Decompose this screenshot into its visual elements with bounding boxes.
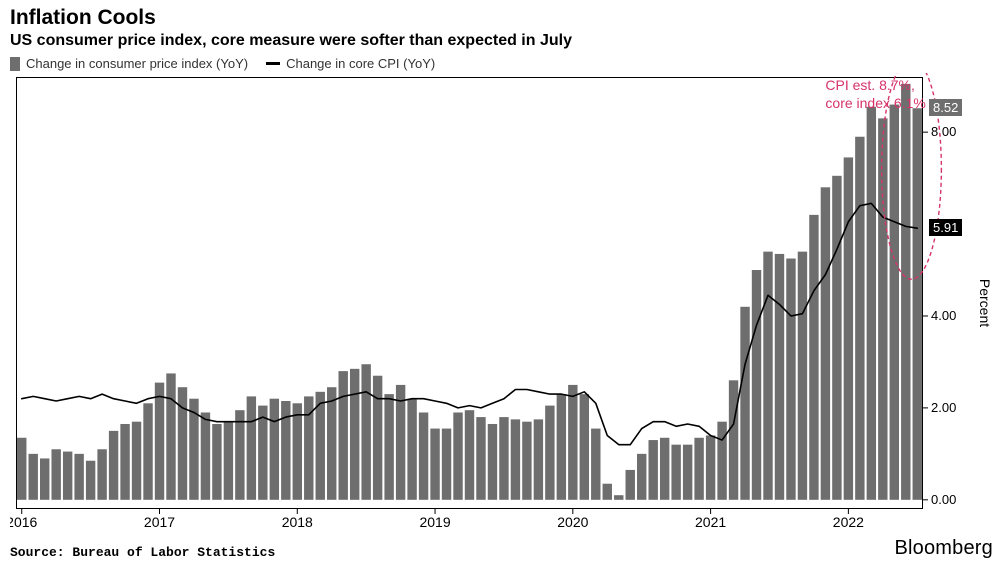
- svg-text:2019: 2019: [419, 514, 450, 530]
- legend-item-cpi: Change in consumer price index (YoY): [10, 56, 248, 71]
- brand-text: Bloomberg: [894, 537, 993, 560]
- svg-text:2022: 2022: [833, 514, 864, 530]
- legend-label: Change in core CPI (YoY): [286, 56, 435, 71]
- callout-core-value: 5.91: [929, 219, 962, 236]
- legend-swatch-bar-icon: [10, 57, 20, 71]
- legend: Change in consumer price index (YoY) Cha…: [10, 56, 993, 71]
- source-text: Source: Bureau of Labor Statistics: [10, 545, 275, 560]
- svg-text:0.00: 0.00: [931, 492, 956, 507]
- legend-swatch-line-icon: [266, 62, 280, 65]
- svg-text:2018: 2018: [282, 514, 313, 530]
- chart-title: Inflation Cools: [10, 6, 993, 30]
- y-axis-title: Percent: [977, 279, 993, 327]
- svg-text:4.00: 4.00: [931, 308, 956, 323]
- svg-text:2.00: 2.00: [931, 400, 956, 415]
- chart-subtitle: US consumer price index, core measure we…: [10, 32, 993, 50]
- chart-svg: 0.00 2.00 4.00 8.00 2016 2017 2018 2019 2020 2021…: [10, 73, 993, 533]
- legend-item-core: Change in core CPI (YoY): [266, 56, 435, 71]
- svg-text:2017: 2017: [144, 514, 175, 530]
- legend-label: Change in consumer price index (YoY): [26, 56, 248, 71]
- chart-area: 0.00 2.00 4.00 8.00 2016 2017 2018 2019 2020 2021…: [10, 73, 993, 533]
- svg-text:2016: 2016: [10, 514, 38, 530]
- svg-text:2020: 2020: [557, 514, 588, 530]
- svg-text:8.00: 8.00: [931, 124, 956, 139]
- callout-cpi-value: 8.52: [929, 99, 962, 116]
- svg-text:2021: 2021: [695, 514, 726, 530]
- annotation-estimate: CPI est. 8.7%,core index 6.1%: [825, 77, 925, 112]
